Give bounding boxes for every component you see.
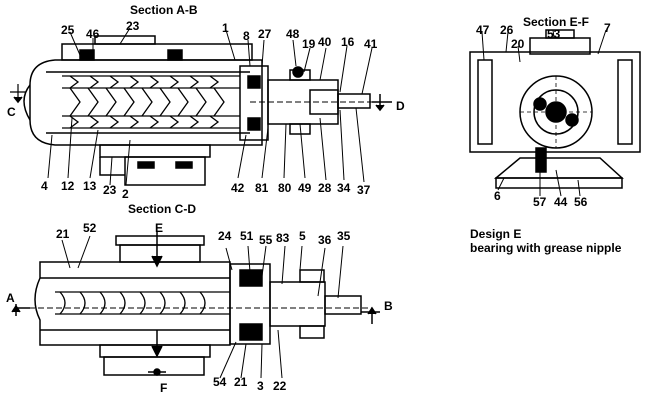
callout-ef: 47 — [476, 23, 490, 37]
callout-ab: 23 — [126, 19, 140, 33]
callout-ab: 28 — [318, 181, 332, 195]
callout-ef: 20 — [511, 37, 525, 51]
callout-ab: 13 — [83, 179, 97, 193]
cd-shaft-housing — [269, 281, 326, 327]
callout-ef: 26 — [500, 23, 514, 37]
callout-ab: 48 — [286, 27, 300, 41]
section-ab-title: Section A-B — [130, 3, 198, 17]
casing-outline — [29, 59, 263, 146]
section-cd-drawing — [11, 232, 380, 379]
marker-d: D — [396, 99, 405, 113]
callout-ab: 12 — [61, 179, 75, 193]
callout-cd: 24 — [218, 229, 232, 243]
callout-ab: 23 — [103, 183, 117, 197]
top-flange — [61, 43, 253, 61]
callout-ab: 49 — [298, 181, 312, 195]
callout-ab: 16 — [341, 35, 355, 49]
cd-casing — [34, 261, 231, 346]
marker-f: F — [160, 381, 168, 395]
marker-c: C — [7, 105, 16, 119]
callout-cd: 54 — [213, 375, 227, 389]
callout-ab: 4 — [41, 179, 48, 193]
callout-ab: 42 — [231, 181, 245, 195]
section-ef-drawing — [469, 29, 641, 197]
cd-outlet — [103, 356, 205, 376]
callout-ab: 41 — [364, 37, 378, 51]
callout-ab: 19 — [302, 37, 316, 51]
callout-ef: 44 — [554, 195, 568, 209]
callout-cd: 22 — [273, 379, 287, 393]
callout-cd: 83 — [276, 231, 290, 245]
design-e-title: Design E — [470, 227, 522, 241]
callout-cd: 35 — [337, 229, 351, 243]
ef-casing — [469, 51, 641, 153]
screw-rotors — [62, 75, 240, 129]
callout-ef: 7 — [604, 21, 611, 35]
drive-shaft — [337, 93, 371, 109]
callout-ef: 53 — [547, 27, 561, 41]
callout-cd: 21 — [56, 227, 70, 241]
callout-ab: 81 — [255, 181, 269, 195]
callout-cd: 3 — [257, 379, 264, 393]
callout-ab: 8 — [243, 29, 250, 43]
marker-e: E — [155, 221, 164, 235]
ef-foot — [493, 157, 624, 179]
callout-ab: 2 — [122, 187, 129, 201]
section-ab-drawing — [10, 27, 392, 186]
callout-cd: 36 — [318, 233, 332, 247]
callout-cd: 55 — [259, 233, 273, 247]
callout-ef: 56 — [574, 195, 588, 209]
section-ef-title: Section E-F — [523, 15, 590, 29]
callout-ab: 80 — [278, 181, 292, 195]
callout-ef: 57 — [533, 195, 547, 209]
callout-cd: 52 — [83, 221, 97, 235]
callout-ab: 27 — [258, 27, 272, 41]
callout-cd: 51 — [240, 229, 254, 243]
callout-cd: 5 — [299, 229, 306, 243]
cd-shaft — [324, 295, 362, 315]
callout-ab: 46 — [86, 27, 100, 41]
callout-ab: 37 — [357, 183, 371, 197]
callout-ab: 1 — [222, 21, 229, 35]
marker-b: B — [384, 299, 393, 313]
section-cd-title: Section C-D — [128, 202, 197, 216]
callout-ab: 40 — [318, 35, 332, 49]
foot — [124, 156, 206, 186]
callout-ef: 6 — [494, 189, 501, 203]
marker-a: A — [6, 291, 15, 305]
design-e-subtitle: bearing with grease nipple — [470, 241, 622, 255]
callout-ab: 25 — [61, 23, 75, 37]
callout-ab: 34 — [337, 181, 351, 195]
callout-cd: 21 — [234, 375, 248, 389]
